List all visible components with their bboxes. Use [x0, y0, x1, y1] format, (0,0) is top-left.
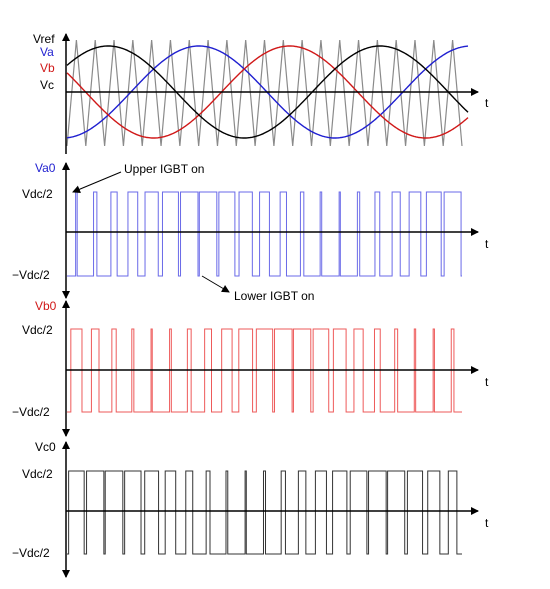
upper-igbt-arrow: [72, 171, 122, 193]
vc0-panel: Vc0 Vdc/2 −Vdc/2 t: [12, 440, 489, 578]
upper-igbt-annotation: Upper IGBT on: [124, 162, 204, 176]
vc0-high-label: Vdc/2: [22, 467, 53, 481]
vb0-panel: Vb0 Vdc/2 −Vdc/2 t: [12, 299, 489, 437]
vb0-low-label: −Vdc/2: [12, 405, 50, 419]
vb0-high-label: Vdc/2: [22, 323, 53, 337]
lower-igbt-arrow: [201, 275, 230, 293]
va0-low-label: −Vdc/2: [12, 268, 50, 282]
va0-t-label: t: [485, 237, 489, 251]
vb-label: Vb: [40, 61, 55, 75]
vref-label: Vref: [33, 32, 55, 46]
va0-pwm-waveform: [67, 191, 462, 277]
vc0-low-label: −Vdc/2: [12, 546, 50, 560]
carrier-line: [66, 39, 463, 147]
vb0-pwm-waveform: [67, 328, 462, 413]
vc-label: Vc: [40, 78, 54, 92]
vb0-t-label: t: [485, 375, 489, 389]
vb-sine-wave: [66, 45, 469, 139]
va0-high-label: Vdc/2: [22, 187, 53, 201]
lower-igbt-annotation: Lower IGBT on: [234, 289, 314, 303]
va0-panel: Va0 Vdc/2 −Vdc/2 t Upper IGBT on Lower I…: [12, 161, 489, 303]
vc0-pwm-waveform: [67, 470, 462, 555]
vc-sine-wave: [66, 45, 469, 139]
vc0-t-label: t: [485, 516, 489, 530]
reference-t-label: t: [485, 96, 489, 110]
va0-title: Va0: [35, 161, 56, 175]
vc0-title: Vc0: [35, 440, 56, 454]
vb0-title: Vb0: [35, 299, 57, 313]
carrier-triangle-wave: [66, 39, 463, 147]
va-label: Va: [40, 45, 54, 59]
reference-panel: Vref Va Vb Vc t: [33, 32, 489, 154]
